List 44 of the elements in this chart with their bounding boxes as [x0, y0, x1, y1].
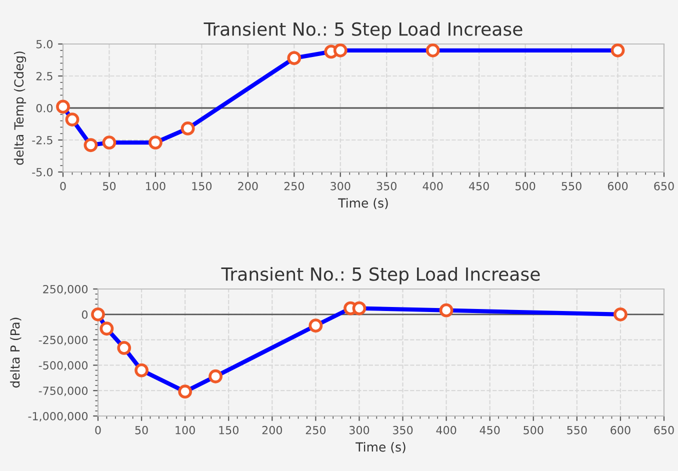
- x-tick-label: 450: [469, 182, 489, 190]
- x-tick-label: 350: [393, 426, 413, 434]
- y-tick-label: 250,000: [43, 284, 88, 295]
- y-tick-label: -5.0: [32, 168, 53, 176]
- x-tick-label: 650: [654, 182, 674, 190]
- x-tick-label: 400: [436, 426, 456, 434]
- x-tick-label: 200: [238, 182, 258, 190]
- x-tick-label: 600: [608, 182, 628, 190]
- chart-title: Transient No.: 5 Step Load Increase: [221, 266, 540, 284]
- x-tick-label: 150: [192, 182, 212, 190]
- x-tick-label: 50: [103, 182, 116, 190]
- x-tick-label: 500: [524, 426, 544, 434]
- x-tick-label: 200: [262, 426, 282, 434]
- y-tick-label: 0: [82, 310, 88, 319]
- y-tick-label: -750,000: [38, 386, 88, 396]
- y-tick-label: 5.0: [36, 40, 53, 48]
- x-tick-label: 50: [135, 426, 148, 434]
- x-tick-label: 450: [480, 426, 500, 434]
- y-tick-label: -250,000: [38, 336, 88, 346]
- x-tick-label: 300: [349, 426, 370, 434]
- y-tick-label: 2.5: [36, 72, 52, 80]
- x-tick-label: 350: [376, 182, 396, 190]
- x-tick-label: 550: [567, 426, 587, 434]
- x-tick-label: 250: [284, 182, 304, 190]
- x-tick-label: 600: [610, 426, 630, 434]
- x-tick-label: 500: [516, 182, 536, 190]
- x-tick-label: 650: [654, 426, 674, 434]
- y-tick-label: 0.0: [36, 104, 53, 112]
- x-tick-label: 250: [306, 426, 326, 434]
- x-tick-label: 100: [146, 182, 166, 190]
- x-axis-title: Time (s): [338, 198, 388, 210]
- y-tick-label: -1,000,000: [28, 412, 88, 422]
- chart-title: Transient No.: 5 Step Load Increase: [204, 22, 522, 40]
- x-tick-label: 550: [562, 182, 582, 190]
- x-tick-label: 0: [95, 426, 101, 434]
- y-tick-label: -2.5: [32, 136, 52, 144]
- x-tick-label: 100: [176, 426, 195, 434]
- x-tick-label: 400: [422, 182, 443, 190]
- x-tick-label: 150: [219, 426, 238, 434]
- y-tick-label: -500,000: [38, 361, 88, 371]
- x-tick-label: 300: [330, 182, 350, 190]
- y-axis-title: delta Temp (Cdeg): [14, 52, 26, 165]
- y-axis-title: delta P (Pa): [10, 318, 22, 388]
- x-axis-title: Time (s): [356, 442, 406, 454]
